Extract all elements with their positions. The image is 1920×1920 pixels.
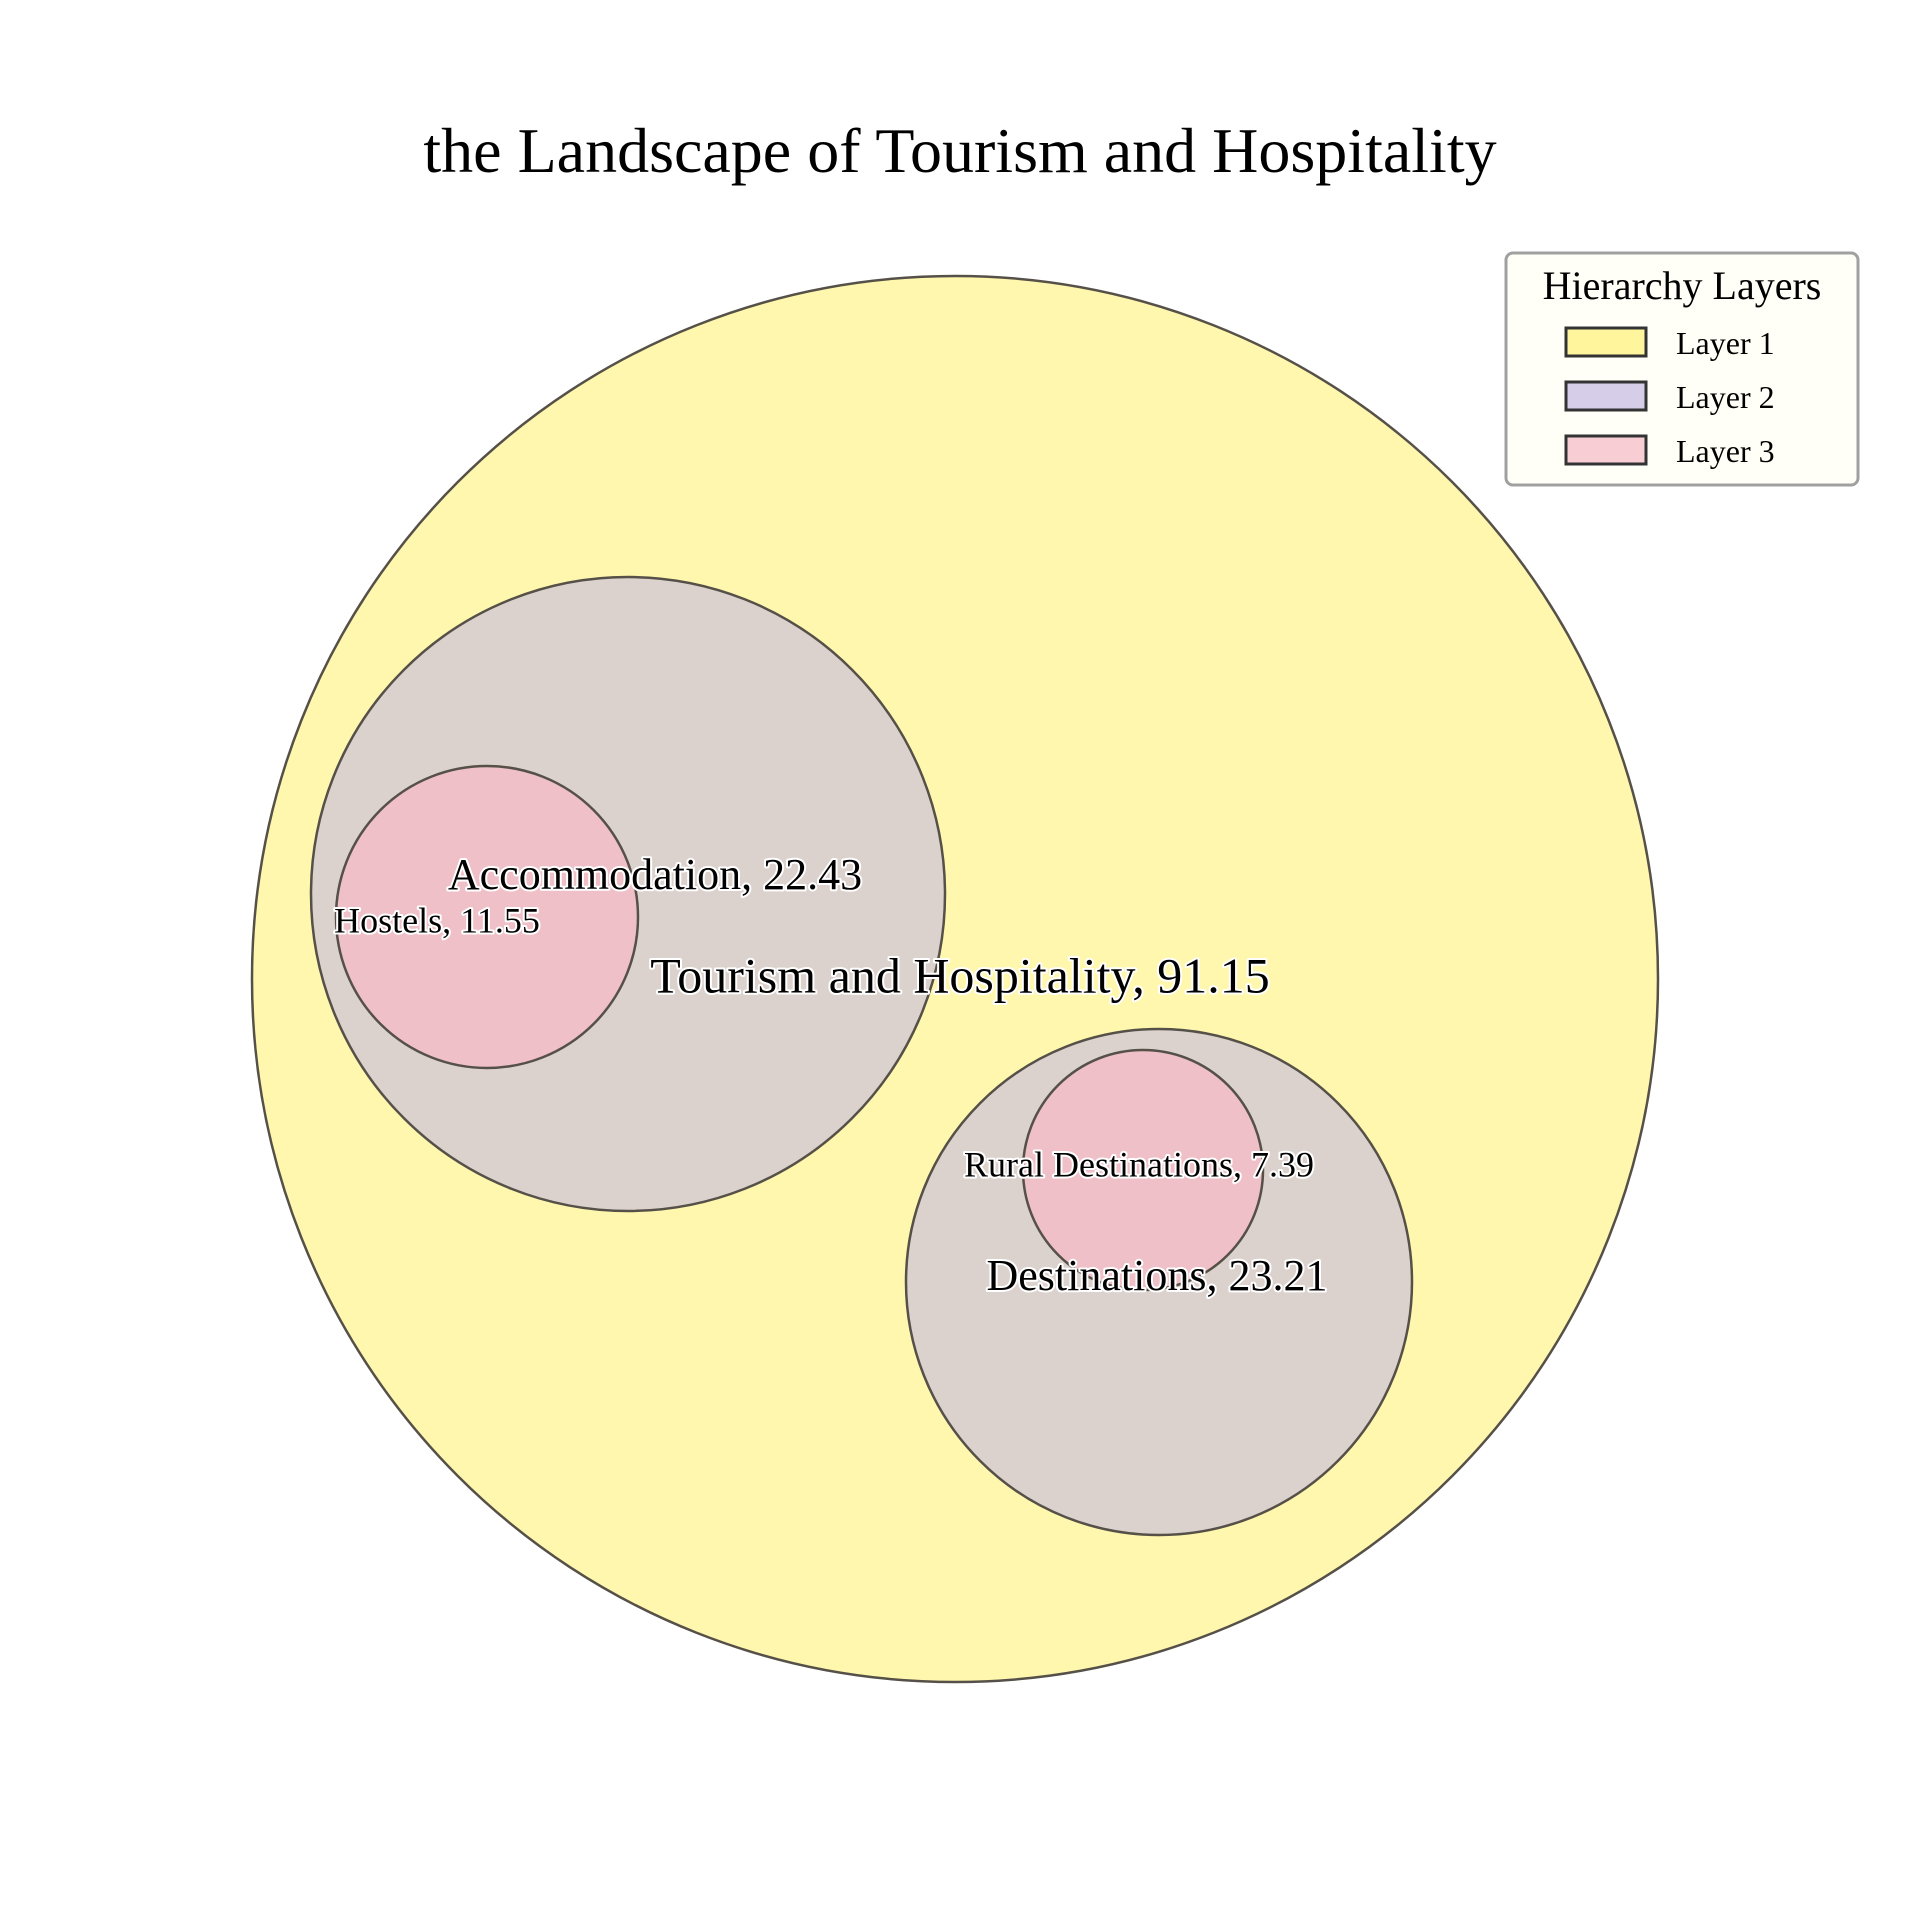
legend-label-layer-3: Layer 3: [1676, 433, 1775, 469]
legend-swatch-layer-1: [1564, 326, 1648, 358]
legend: Hierarchy Layers Layer 1 Layer 2 Layer 3: [1504, 251, 1860, 487]
circle-hostels: [334, 764, 640, 1070]
labels-layer: Tourism and Hospitality, 91.15 Accommodat…: [332, 848, 1329, 1302]
circle-rural-destinations: [1021, 1048, 1265, 1292]
label-accommodation: Accommodation, 22.43: [448, 850, 862, 899]
legend-label-layer-2: Layer 2: [1676, 379, 1775, 415]
legend-swatch-layer-3: [1564, 434, 1648, 466]
chart-title: the Landscape of Tourism and Hospitality: [423, 115, 1496, 186]
legend-label-layer-1: Layer 1: [1676, 325, 1775, 361]
label-tourism-and-hospitality: Tourism and Hospitality, 91.15: [650, 947, 1270, 1003]
label-hostels: Hostels, 11.55: [334, 900, 540, 940]
label-rural-destinations: Rural Destinations, 7.39: [964, 1144, 1314, 1184]
circles-layer: [250, 274, 1660, 1684]
legend-swatch-layer-2: [1564, 380, 1648, 412]
legend-frame: [1504, 251, 1860, 487]
label-destinations: Destinations, 23.21: [987, 1251, 1328, 1300]
legend-title: Hierarchy Layers: [1543, 263, 1822, 308]
legend-items: Layer 1 Layer 2 Layer 3: [1564, 325, 1775, 469]
